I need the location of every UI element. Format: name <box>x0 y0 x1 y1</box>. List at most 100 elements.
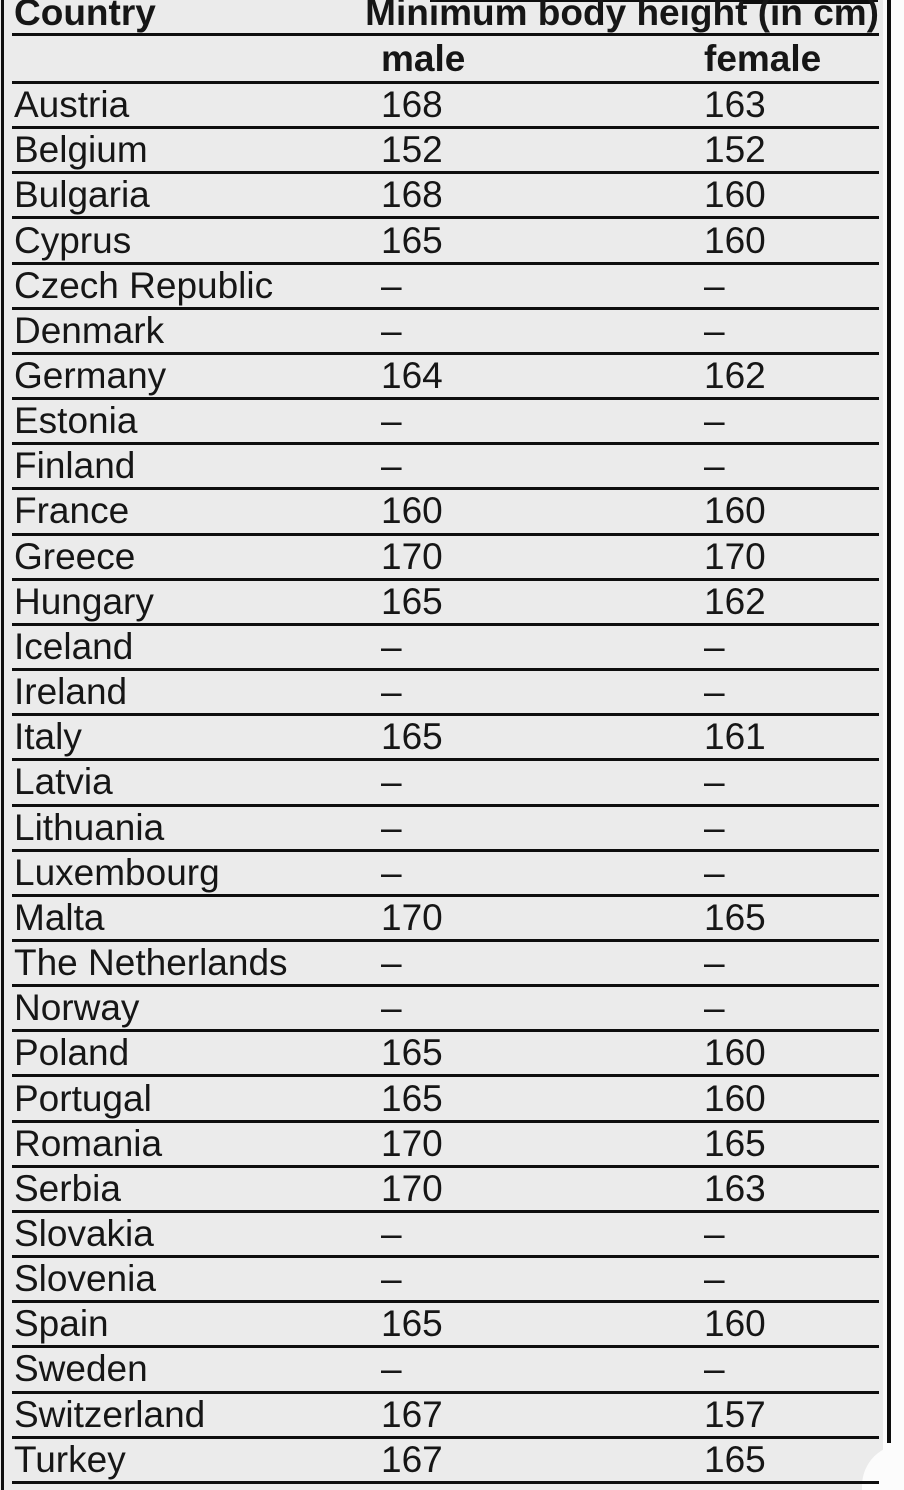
country-cell: Slovenia <box>14 1258 156 1300</box>
table-row: Bulgaria 168 160 <box>12 174 879 220</box>
female-height-cell: 157 <box>704 1393 766 1435</box>
country-cell: Germany <box>14 355 167 397</box>
country-cell: Estonia <box>14 400 138 442</box>
male-height-cell: – <box>381 942 402 984</box>
female-height-cell: 160 <box>704 219 766 261</box>
table-row: Slovakia – – <box>12 1212 879 1259</box>
table-row: France 160 160 <box>12 490 879 536</box>
table-row: Iceland – – <box>12 625 879 672</box>
table-row: Switzerland 167 157 <box>12 1394 879 1439</box>
male-height-cell: – <box>381 264 402 306</box>
country-cell: Luxembourg <box>14 851 220 893</box>
country-cell: Norway <box>14 987 140 1029</box>
country-cell: Malta <box>14 896 105 938</box>
table-row: Czech Republic – – <box>12 265 879 310</box>
male-height-cell: – <box>381 1212 402 1254</box>
female-height-cell: 160 <box>704 490 766 532</box>
male-height-cell: – <box>381 445 402 487</box>
male-height-cell: – <box>381 671 402 713</box>
male-height-cell: 167 <box>381 1393 443 1435</box>
table-right-border <box>887 0 891 1443</box>
table-row: Spain 165 160 <box>12 1303 879 1349</box>
table-row: Norway – – <box>12 987 879 1033</box>
male-height-cell: 165 <box>381 219 443 261</box>
country-cell: Romania <box>14 1122 163 1164</box>
table-row: Poland 165 160 <box>12 1032 879 1078</box>
country-cell: Slovakia <box>14 1212 154 1254</box>
country-cell: Cyprus <box>14 219 132 261</box>
female-height-cell: 162 <box>704 580 766 622</box>
table-row: Cyprus 165 160 <box>12 219 879 265</box>
header-cell-country: Country <box>12 0 365 33</box>
male-height-cell: 168 <box>381 174 443 216</box>
table-row: Lithuania – – <box>12 807 879 852</box>
male-height-cell: 165 <box>381 716 443 758</box>
male-height-cell: – <box>381 309 402 351</box>
male-height-cell: – <box>381 806 402 848</box>
country-cell: Switzerland <box>14 1393 206 1435</box>
table-row: Latvia – – <box>12 761 879 807</box>
country-cell: Portugal <box>14 1077 152 1119</box>
male-height-cell: 168 <box>381 84 443 126</box>
male-height-cell: 152 <box>381 129 443 171</box>
female-height-cell: – <box>704 445 725 487</box>
column-subheader-female: female <box>704 37 822 79</box>
female-height-cell: – <box>704 806 725 848</box>
header-cell-group: Minimum body height (in cm) <box>365 0 879 33</box>
female-height-cell: 170 <box>704 535 766 577</box>
female-height-cell: – <box>704 761 725 803</box>
column-header-country: Country <box>14 0 156 33</box>
table-row: Slovenia – – <box>12 1258 879 1304</box>
male-height-cell: – <box>381 1348 402 1390</box>
male-height-cell: – <box>381 851 402 893</box>
table-row: Finland – – <box>12 445 879 491</box>
male-height-cell: – <box>381 1258 402 1300</box>
table-row: Italy 165 161 <box>12 716 879 762</box>
male-height-cell: 170 <box>381 535 443 577</box>
male-height-cell: – <box>381 400 402 442</box>
min-body-height-table: Country Minimum body height (in cm) male… <box>12 0 879 1484</box>
country-cell: Finland <box>14 445 136 487</box>
female-height-cell: – <box>704 942 725 984</box>
column-subheader-male: male <box>381 37 466 79</box>
country-cell: The Netherlands <box>14 942 288 984</box>
country-cell: Czech Republic <box>14 264 274 306</box>
table-row: Hungary 165 162 <box>12 581 879 626</box>
table-row: Belgium 152 152 <box>12 129 879 175</box>
table-row: Sweden – – <box>12 1348 879 1394</box>
female-height-cell: 160 <box>704 174 766 216</box>
female-height-cell: – <box>704 1348 725 1390</box>
male-height-cell: – <box>381 987 402 1029</box>
table-top-rule-segment <box>742 0 874 4</box>
table-row: Estonia – – <box>12 400 879 446</box>
table-row: Austria 168 163 <box>12 84 879 130</box>
male-height-cell: 160 <box>381 490 443 532</box>
male-height-cell: – <box>381 761 402 803</box>
country-cell: Poland <box>14 1032 130 1074</box>
table-row: Ireland – – <box>12 671 879 717</box>
country-cell: Denmark <box>14 309 165 351</box>
table-row: Greece 170 170 <box>12 536 879 581</box>
male-height-cell: 167 <box>381 1438 443 1480</box>
female-height-cell: – <box>704 987 725 1029</box>
country-cell: Latvia <box>14 761 113 803</box>
female-height-cell: – <box>704 671 725 713</box>
table-row: Turkey 167 165 <box>12 1439 879 1484</box>
female-height-cell: – <box>704 264 725 306</box>
country-cell: Italy <box>14 716 82 758</box>
country-cell: Turkey <box>14 1438 126 1480</box>
country-cell: Serbia <box>14 1167 121 1209</box>
table-top-rule <box>430 0 878 2</box>
table-row: Serbia 170 163 <box>12 1168 879 1213</box>
country-cell: Hungary <box>14 580 154 622</box>
male-height-cell: 165 <box>381 1032 443 1074</box>
male-height-cell: 164 <box>381 355 443 397</box>
table-row: The Netherlands – – <box>12 942 879 988</box>
female-height-cell: 163 <box>704 84 766 126</box>
female-height-cell: 152 <box>704 129 766 171</box>
country-cell: Iceland <box>14 625 134 667</box>
table-row: Portugal 165 160 <box>12 1077 879 1123</box>
female-height-cell: – <box>704 309 725 351</box>
female-height-cell: 163 <box>704 1167 766 1209</box>
female-height-cell: 165 <box>704 896 766 938</box>
